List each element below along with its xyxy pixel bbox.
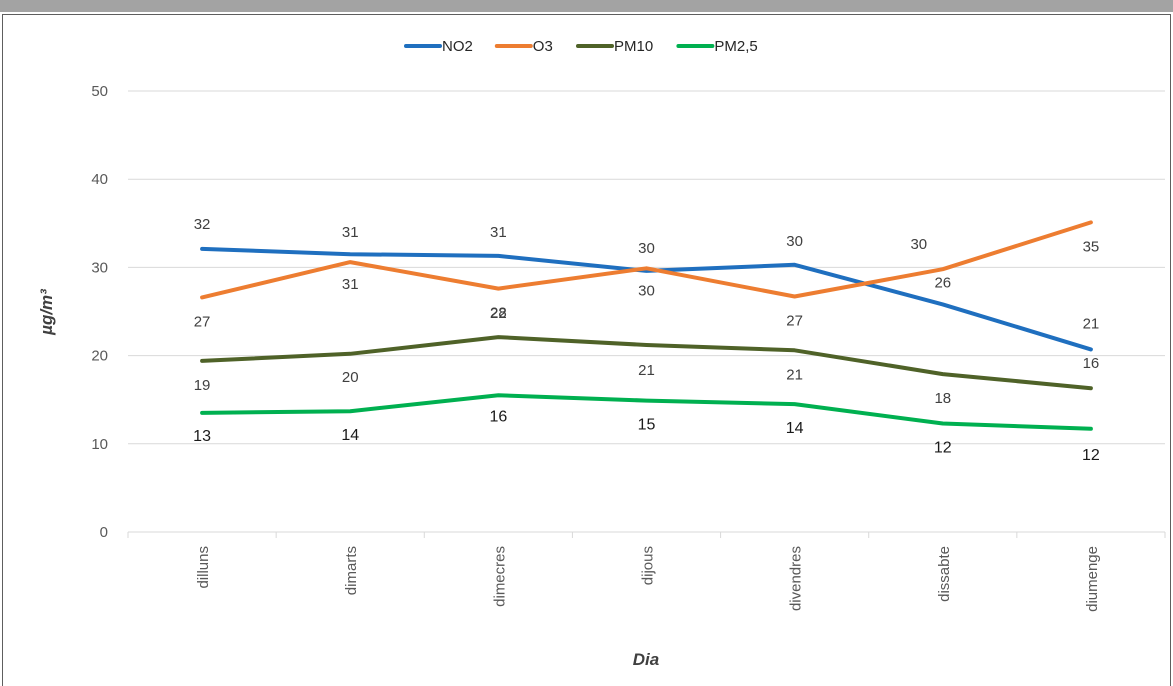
y-tick-label-20: 20 [91, 348, 108, 365]
x-axis-title: Dia [633, 650, 659, 669]
data-label-pm10: 22 [490, 305, 507, 322]
data-label-no2: 30 [638, 240, 655, 257]
series-lines [200, 220, 1093, 431]
y-tick-label-40: 40 [91, 171, 108, 188]
data-label-o3: 27 [194, 313, 211, 330]
data-label-no2: 31 [342, 224, 359, 241]
data-label-o3: 35 [1083, 238, 1100, 255]
data-label-pm10: 18 [934, 390, 951, 407]
y-tick-label-30: 30 [91, 259, 108, 276]
gridlines [128, 90, 1165, 533]
data-label-pm2-5: 16 [489, 408, 507, 425]
legend-label-pm10: PM10 [614, 38, 653, 55]
data-label-pm2-5: 15 [638, 417, 656, 434]
data-label-pm2-5: 12 [934, 440, 952, 457]
y-axis-title: µg/m³ [37, 288, 56, 336]
data-label-no2: 26 [934, 274, 951, 291]
data-label-pm2-5: 12 [1082, 447, 1100, 464]
legend-label-no2: NO2 [442, 38, 473, 55]
data-labels: 32 31 31 30 30 26 21 27 31 28 30 27 30 35 19 20 22 21 21 18… [193, 216, 1100, 464]
legend-label-o3: O3 [533, 38, 553, 55]
data-label-pm2-5: 14 [786, 420, 804, 437]
x-tick-label-diumenge: diumenge [1084, 546, 1101, 612]
legend: NO2 O3 PM10 PM2,5 [404, 38, 758, 55]
top-border-bar [0, 0, 1173, 12]
data-label-o3: 31 [342, 276, 359, 293]
data-label-no2: 30 [786, 233, 803, 250]
data-label-pm10: 21 [638, 362, 655, 379]
series-line-pm10 [200, 335, 1093, 391]
x-tick-label-dimecres: dimecres [491, 546, 508, 607]
x-tick-label-dimarts: dimarts [343, 546, 360, 595]
chart-frame [2, 14, 1171, 686]
y-tick-label-0: 0 [100, 524, 108, 541]
y-axis-ticks: 0 10 20 30 40 50 [91, 83, 108, 541]
data-label-pm2-5: 14 [341, 427, 359, 444]
legend-label-pm2-5: PM2,5 [714, 38, 757, 55]
x-tick-label-dissabte: dissabte [936, 546, 953, 602]
data-label-no2: 31 [490, 224, 507, 241]
data-label-pm10: 20 [342, 369, 359, 386]
data-label-no2: 32 [194, 216, 211, 233]
x-tick-label-divendres: divendres [788, 546, 805, 611]
data-label-o3: 28 [490, 305, 507, 322]
data-label-pm10: 19 [194, 377, 211, 394]
data-label-o3: 30 [638, 282, 655, 299]
series-line-pm2-5 [200, 393, 1093, 431]
series-line-no2 [200, 246, 1093, 352]
data-label-o3: 27 [786, 313, 803, 330]
y-tick-label-10: 10 [91, 436, 108, 453]
data-label-no2: 21 [1083, 315, 1100, 332]
y-tick-label-50: 50 [91, 83, 108, 100]
data-label-o3: 30 [910, 236, 927, 253]
x-axis-ticks: dilluns dimarts dimecres dijous divendres dis… [127, 532, 1166, 612]
x-tick-label-dilluns: dilluns [195, 546, 212, 589]
data-label-pm2-5: 13 [193, 428, 211, 445]
x-tick-label-dijous: dijous [640, 546, 657, 585]
series-line-o3 [200, 220, 1093, 300]
data-label-pm10: 21 [786, 366, 803, 383]
data-label-pm10: 16 [1083, 355, 1100, 372]
